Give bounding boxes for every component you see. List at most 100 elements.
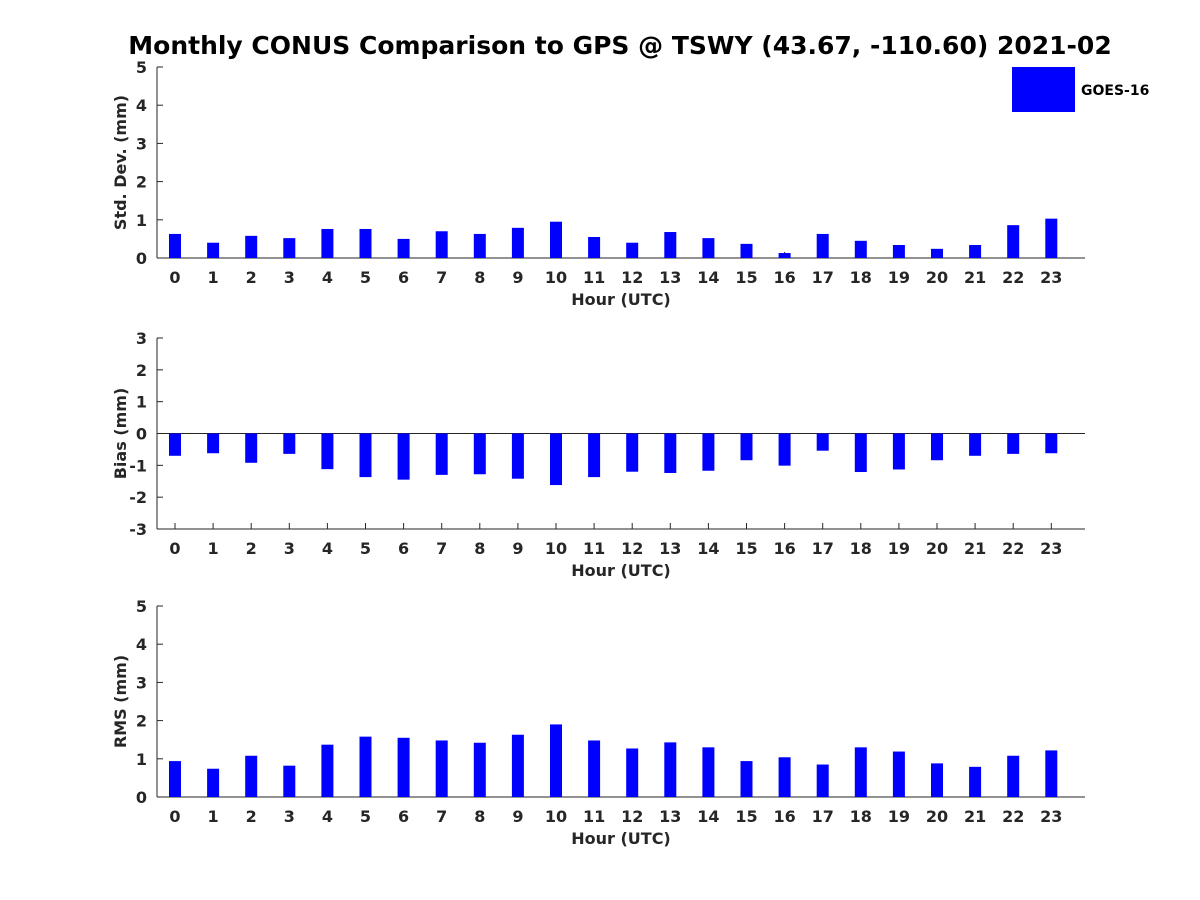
bar-hour-6 [397, 737, 410, 797]
x-tick-label: 8 [474, 539, 485, 558]
x-axis-label: Hour (UTC) [571, 561, 671, 580]
x-tick-label: 8 [474, 268, 485, 287]
bar-hour-4 [321, 228, 334, 258]
x-tick-label: 18 [850, 807, 872, 826]
x-tick-label: 9 [512, 539, 523, 558]
x-tick-label: 16 [773, 807, 795, 826]
bar-hour-14 [702, 433, 715, 471]
x-tick-label: 6 [398, 807, 409, 826]
bar-hour-12 [626, 242, 639, 258]
x-tick-label: 20 [926, 539, 948, 558]
x-tick-label: 1 [208, 539, 219, 558]
bar-hour-15 [740, 243, 753, 258]
bar-hour-7 [435, 740, 448, 797]
y-tick-label: 2 [136, 173, 147, 192]
bar-hour-20 [931, 433, 943, 461]
bar-hour-13 [664, 742, 677, 797]
bar-hour-0 [169, 433, 181, 456]
x-tick-label: 21 [964, 268, 986, 287]
x-tick-label: 5 [360, 807, 371, 826]
bar-hour-6 [397, 238, 410, 258]
x-tick-label: 9 [512, 807, 523, 826]
bar-hour-8 [473, 233, 486, 258]
bar-hour-16 [778, 757, 791, 797]
y-tick-label: 3 [136, 673, 147, 692]
bar-hour-5 [359, 736, 372, 797]
x-tick-label: 22 [1002, 268, 1024, 287]
x-tick-label: 2 [246, 807, 257, 826]
bar-hour-23 [1045, 433, 1058, 454]
x-tick-label: 0 [169, 807, 180, 826]
bar-hour-13 [664, 232, 677, 258]
bar-hour-5 [359, 433, 372, 478]
bar-hour-9 [511, 227, 524, 258]
x-tick-label: 10 [545, 268, 567, 287]
y-tick-label: 0 [136, 788, 147, 807]
x-tick-label: 10 [545, 807, 567, 826]
y-tick-label: 5 [136, 58, 147, 77]
bar-hour-4 [321, 433, 334, 470]
x-tick-label: 7 [436, 539, 447, 558]
x-tick-label: 8 [474, 807, 485, 826]
bar-hour-2 [245, 433, 258, 463]
bar-hour-4 [321, 744, 334, 797]
x-tick-label: 11 [583, 807, 605, 826]
x-tick-label: 13 [659, 268, 681, 287]
x-tick-label: 2 [246, 268, 257, 287]
x-tick-label: 14 [697, 268, 719, 287]
x-tick-label: 4 [322, 807, 333, 826]
legend: GOES-16 [1012, 67, 1149, 112]
legend-label: GOES-16 [1081, 83, 1149, 99]
bar-hour-10 [550, 433, 562, 486]
x-tick-label: 5 [360, 539, 371, 558]
x-tick-label: 13 [659, 807, 681, 826]
x-tick-label: 18 [850, 268, 872, 287]
x-tick-label: 20 [926, 268, 948, 287]
bar-hour-3 [283, 433, 296, 454]
y-tick-label: 4 [136, 96, 147, 115]
bar-hour-8 [473, 742, 486, 797]
x-tick-label: 5 [360, 268, 371, 287]
bar-hour-1 [207, 242, 220, 258]
bar-hour-12 [626, 433, 639, 472]
bar-hour-1 [207, 768, 220, 797]
x-tick-label: 3 [284, 807, 295, 826]
bar-hour-11 [588, 236, 601, 258]
y-axis-label: RMS (mm) [111, 655, 130, 748]
bar-hour-23 [1045, 750, 1058, 797]
x-tick-label: 6 [398, 539, 409, 558]
y-axis-label: Std. Dev. (mm) [111, 95, 130, 230]
bar-hour-3 [283, 765, 296, 797]
figure-title: Monthly CONUS Comparison to GPS @ TSWY (… [128, 31, 1111, 60]
bar-hour-2 [245, 755, 258, 797]
x-tick-label: 13 [659, 539, 681, 558]
x-tick-label: 23 [1040, 807, 1062, 826]
bar-hour-17 [816, 233, 829, 258]
x-tick-label: 20 [926, 807, 948, 826]
x-tick-label: 19 [888, 268, 910, 287]
bar-hour-17 [816, 764, 829, 797]
x-tick-label: 17 [812, 807, 834, 826]
x-tick-label: 3 [284, 268, 295, 287]
bar-hour-17 [816, 433, 829, 451]
x-tick-label: 7 [436, 268, 447, 287]
x-tick-label: 3 [284, 539, 295, 558]
x-tick-label: 15 [735, 807, 757, 826]
bar-hour-16 [778, 433, 791, 466]
bar-hour-9 [511, 734, 524, 797]
x-tick-label: 23 [1040, 268, 1062, 287]
bar-hour-18 [854, 433, 867, 473]
x-tick-label: 6 [398, 268, 409, 287]
x-tick-label: 11 [583, 539, 605, 558]
bar-hour-0 [169, 233, 181, 258]
y-tick-label: 2 [136, 712, 147, 731]
bar-hour-6 [397, 433, 410, 480]
bar-hour-5 [359, 228, 372, 258]
x-tick-label: 15 [735, 539, 757, 558]
x-tick-label: 23 [1040, 539, 1062, 558]
bar-hour-1 [207, 433, 220, 454]
bar-hour-10 [550, 221, 562, 258]
x-tick-label: 19 [888, 539, 910, 558]
